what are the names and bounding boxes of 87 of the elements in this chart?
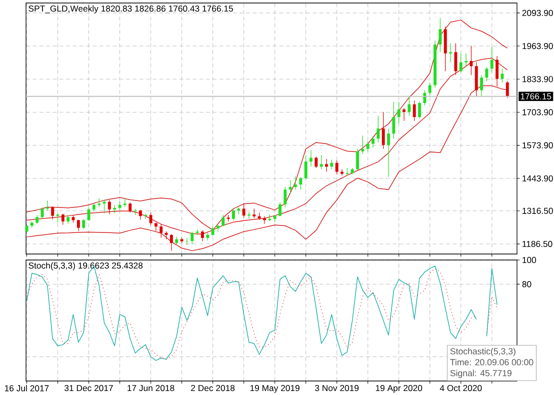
candlestick	[200, 230, 204, 242]
y-tick-label: 1703.90	[522, 109, 553, 116]
candlestick	[438, 17, 442, 52]
y-tick-label: 1833.90	[522, 76, 553, 82]
ref-line-label: 1766.15	[520, 93, 552, 100]
candlestick	[222, 214, 225, 227]
candlestick	[138, 210, 142, 220]
x-tick-label: 3 Nov 2019	[315, 384, 359, 392]
candlestick	[98, 198, 101, 208]
candlestick	[330, 159, 334, 170]
candlestick	[310, 150, 312, 167]
candlestick	[412, 100, 416, 122]
candlestick	[294, 176, 297, 190]
candlestick	[506, 80, 509, 98]
candlestick	[387, 128, 390, 178]
candlestick	[61, 213, 64, 226]
candlestick	[496, 56, 499, 87]
x-tick-label: 19 Apr 2020	[376, 384, 422, 393]
y-tick-label: 1316.50	[522, 208, 553, 214]
candlestick	[314, 156, 318, 168]
candlestick	[76, 219, 80, 232]
annotation: Time: 20.09.06 00:00	[450, 358, 534, 366]
candlestick	[51, 206, 54, 220]
chart-title: SPT_GLD,Weekly 1820.83 1826.86 1760.43 1766.15	[28, 5, 233, 14]
y-tick-label: 2093.90	[522, 10, 553, 16]
candlestick	[216, 224, 220, 232]
candlestick	[418, 101, 422, 119]
y-tick-label: 80	[522, 281, 532, 288]
x-tick-label: 17 Jun 2018	[128, 384, 174, 392]
candlestick	[428, 82, 432, 96]
x-tick-label: 4 Oct 2020	[440, 384, 482, 392]
candlestick	[340, 168, 344, 176]
candlestick	[376, 115, 380, 143]
candlestick	[242, 202, 246, 218]
annotation: Stochastic(5,3,3)	[450, 348, 516, 356]
y-tick-label: 1186.50	[522, 240, 552, 247]
candlestick	[408, 96, 411, 116]
candlestick	[128, 202, 132, 213]
chart-title: Stoch(5,3,3) 19.6623 25.4328	[28, 262, 143, 270]
candlestick	[361, 135, 364, 154]
candlestick	[211, 226, 214, 236]
candlestick	[248, 212, 250, 220]
candlestick	[382, 112, 385, 150]
candlestick	[366, 140, 370, 152]
annotation: Signal: 45.7719	[450, 370, 512, 378]
candlestick	[149, 212, 152, 226]
candlestick	[480, 74, 484, 97]
candlestick	[464, 53, 468, 66]
candlestick	[154, 222, 158, 232]
candlestick	[56, 213, 60, 223]
candlestick	[299, 176, 302, 190]
candlestick	[356, 148, 359, 171]
candlestick	[397, 101, 400, 124]
candlestick	[278, 202, 282, 217]
candlestick	[252, 208, 256, 218]
candlestick	[402, 108, 406, 122]
candlestick	[82, 218, 86, 230]
candlestick	[170, 234, 173, 251]
candlestick	[454, 42, 458, 76]
candlestick	[372, 136, 374, 148]
candlestick	[335, 160, 338, 175]
x-tick-label: 16 Jul 2017	[5, 384, 49, 392]
candlestick	[123, 198, 126, 208]
candlestick	[485, 67, 488, 82]
candlestick	[449, 42, 452, 63]
candlestick	[325, 158, 328, 172]
candlestick	[160, 224, 163, 238]
candlestick	[459, 53, 462, 73]
line-series	[26, 20, 508, 230]
candlestick	[190, 231, 194, 245]
x-tick-label: 2 Dec 2018	[191, 384, 235, 392]
y-tick-label: 1963.90	[522, 42, 553, 50]
candlestick	[320, 154, 323, 170]
y-tick-label: 100	[522, 256, 536, 264]
candlestick	[304, 154, 308, 180]
y-tick-label: 1573.90	[522, 142, 553, 148]
candlestick	[232, 208, 235, 220]
x-tick-label: 31 Dec 2017	[64, 384, 113, 392]
candlestick	[284, 186, 287, 208]
candlestick	[392, 101, 396, 139]
candlestick	[288, 180, 292, 194]
candlestick	[470, 45, 473, 76]
y-tick-label: 1443.90	[522, 175, 553, 182]
candlestick	[185, 238, 188, 246]
candlestick	[108, 200, 111, 215]
candlestick	[490, 46, 494, 73]
x-tick-label: 19 May 2019	[250, 384, 300, 393]
